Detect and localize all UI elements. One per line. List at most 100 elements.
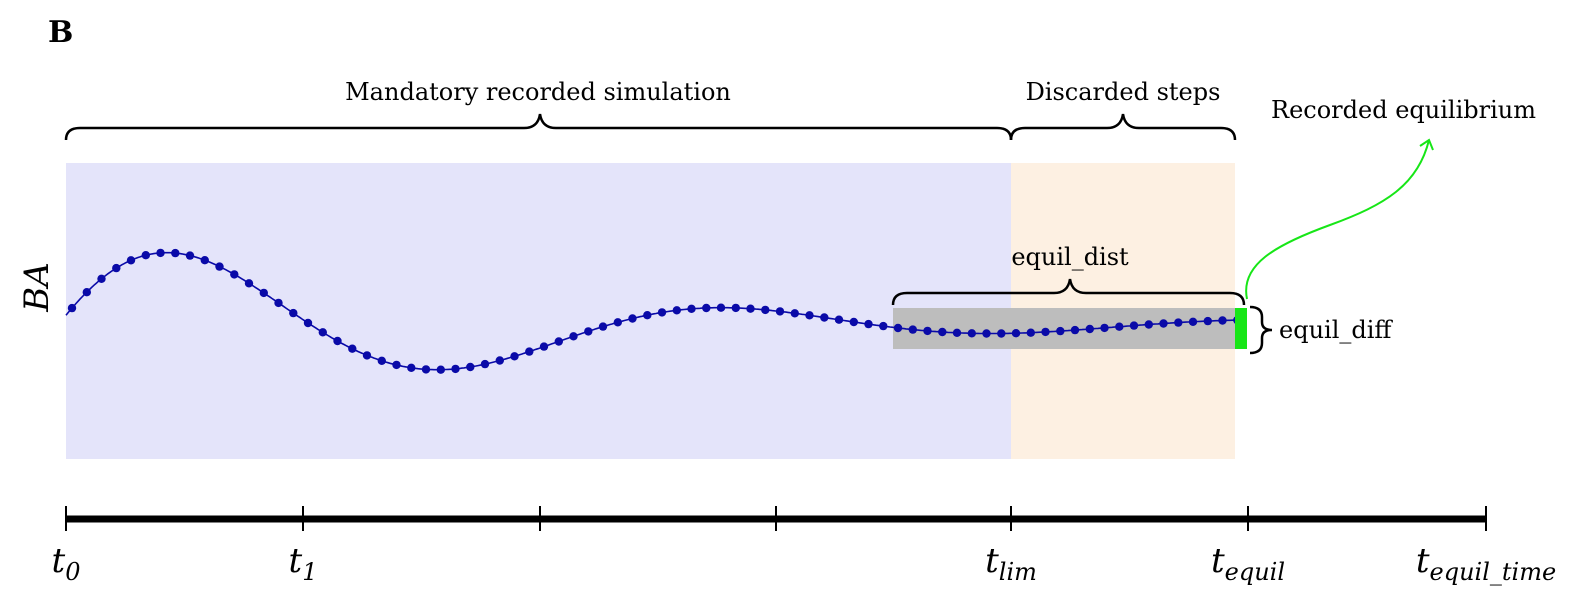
series-point (82, 288, 92, 297)
series-point (112, 263, 121, 273)
series-point (1100, 323, 1109, 333)
ba-series (65, 248, 1244, 374)
series-point (923, 326, 932, 336)
series-point (893, 323, 903, 333)
time-tick-label: t1 (289, 541, 318, 586)
series-point (687, 304, 696, 313)
equil-dist-label: equil_dist (1011, 243, 1129, 271)
series-point (1026, 328, 1036, 337)
series-point (525, 347, 534, 356)
series-point (716, 303, 726, 312)
series-point (628, 314, 637, 323)
series-point (289, 308, 298, 318)
series-point (259, 288, 268, 298)
series-point (67, 303, 77, 313)
series-point (1174, 318, 1183, 327)
series-point (1159, 319, 1168, 328)
series-point (377, 356, 386, 365)
series-point (348, 344, 357, 353)
recorded-region (66, 163, 1011, 459)
series-point (1129, 321, 1139, 330)
series-point (820, 313, 829, 322)
series-point (746, 304, 755, 313)
time-tick-label: tequil_time (1416, 541, 1556, 586)
series-point (333, 336, 342, 346)
series-point (1056, 326, 1065, 336)
series-point (1041, 327, 1050, 337)
series-point (1218, 316, 1227, 325)
series-point (657, 308, 667, 317)
time-axis-ticks: t0 t1 tlim tequil tequil_time (52, 506, 1556, 586)
series-point (480, 359, 490, 369)
series-point (156, 248, 165, 258)
series-point (672, 306, 681, 315)
series-point (244, 279, 254, 288)
series-point (702, 303, 711, 313)
series-point (215, 262, 224, 271)
equil-diff-label: equil_diff (1279, 316, 1393, 344)
series-point (407, 363, 416, 372)
time-tick-label: t0 (52, 541, 81, 586)
series-point (584, 327, 593, 336)
series-point (864, 319, 873, 329)
series-point (938, 327, 947, 337)
series-point (879, 321, 888, 331)
equilibrium-label: Recorded equilibrium (1271, 96, 1536, 124)
series-point (554, 337, 563, 346)
series-point (171, 248, 180, 258)
series-point (185, 251, 195, 260)
series-point (539, 342, 549, 351)
series-point (466, 362, 475, 372)
equilibrium-arrow (1245, 139, 1430, 300)
series-point (97, 274, 106, 283)
series-point (967, 329, 976, 338)
series-point (510, 352, 519, 361)
series-point (1115, 322, 1124, 331)
series-point (790, 309, 799, 318)
series-point (436, 365, 445, 374)
time-tick-label: tlim (985, 541, 1037, 586)
series-point (997, 329, 1006, 338)
series-point (495, 356, 504, 365)
series-point (126, 256, 136, 265)
series-point (274, 298, 283, 308)
series-point (952, 328, 962, 337)
series-point (761, 305, 770, 315)
series-point (392, 360, 401, 370)
series-point (805, 311, 814, 320)
equilibrium-arrowhead (1419, 138, 1434, 151)
series-point (141, 251, 150, 260)
series-point (1085, 324, 1095, 334)
series-point (908, 325, 917, 334)
series-point (849, 317, 858, 327)
discarded-label: Discarded steps (1026, 78, 1221, 106)
equil-dist-band (893, 308, 1238, 349)
series-point (200, 256, 209, 265)
series-point (643, 311, 652, 320)
y-axis-label: BA (17, 262, 57, 313)
series-point (1011, 329, 1021, 338)
series-point (451, 364, 460, 374)
equil-diff-brace (1249, 305, 1273, 355)
series-point (731, 303, 740, 313)
recorded-label: Mandatory recorded simulation (345, 78, 731, 106)
series-point (569, 332, 578, 341)
series-point (230, 270, 239, 279)
series-point (834, 315, 844, 324)
series-point (362, 351, 372, 360)
series-point (1070, 325, 1080, 335)
time-tick-label: tequil (1211, 541, 1285, 586)
panel-label: B (48, 15, 73, 50)
series-point (775, 307, 785, 316)
series-point (1188, 317, 1198, 326)
series-point (598, 322, 608, 331)
recorded-brace (64, 113, 1013, 141)
series-point (318, 328, 327, 337)
discarded-brace (1009, 113, 1237, 141)
series-point (421, 365, 431, 374)
series-point (1144, 320, 1154, 329)
series-point (982, 329, 991, 338)
series-point (1203, 316, 1213, 326)
series-point (303, 318, 313, 328)
